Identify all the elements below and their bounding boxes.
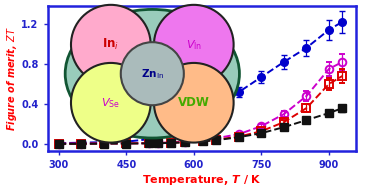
Circle shape <box>71 5 150 84</box>
X-axis label: Temperature, $\bfit{T}$ / K: Temperature, $\bfit{T}$ / K <box>142 173 262 187</box>
Text: Zn$_{\rm In}$: Zn$_{\rm In}$ <box>141 67 164 81</box>
Text: $V_{\rm In}$: $V_{\rm In}$ <box>186 38 202 52</box>
Y-axis label: Figure of merit, $ZT$: Figure of merit, $ZT$ <box>4 26 18 131</box>
Circle shape <box>121 42 184 105</box>
Ellipse shape <box>65 9 239 138</box>
Text: $V_{\rm Se}$: $V_{\rm Se}$ <box>101 96 120 110</box>
Circle shape <box>71 63 150 143</box>
Circle shape <box>154 5 234 84</box>
Text: In$_i$: In$_i$ <box>102 37 119 52</box>
Circle shape <box>154 63 234 143</box>
Text: VDW: VDW <box>178 96 210 109</box>
